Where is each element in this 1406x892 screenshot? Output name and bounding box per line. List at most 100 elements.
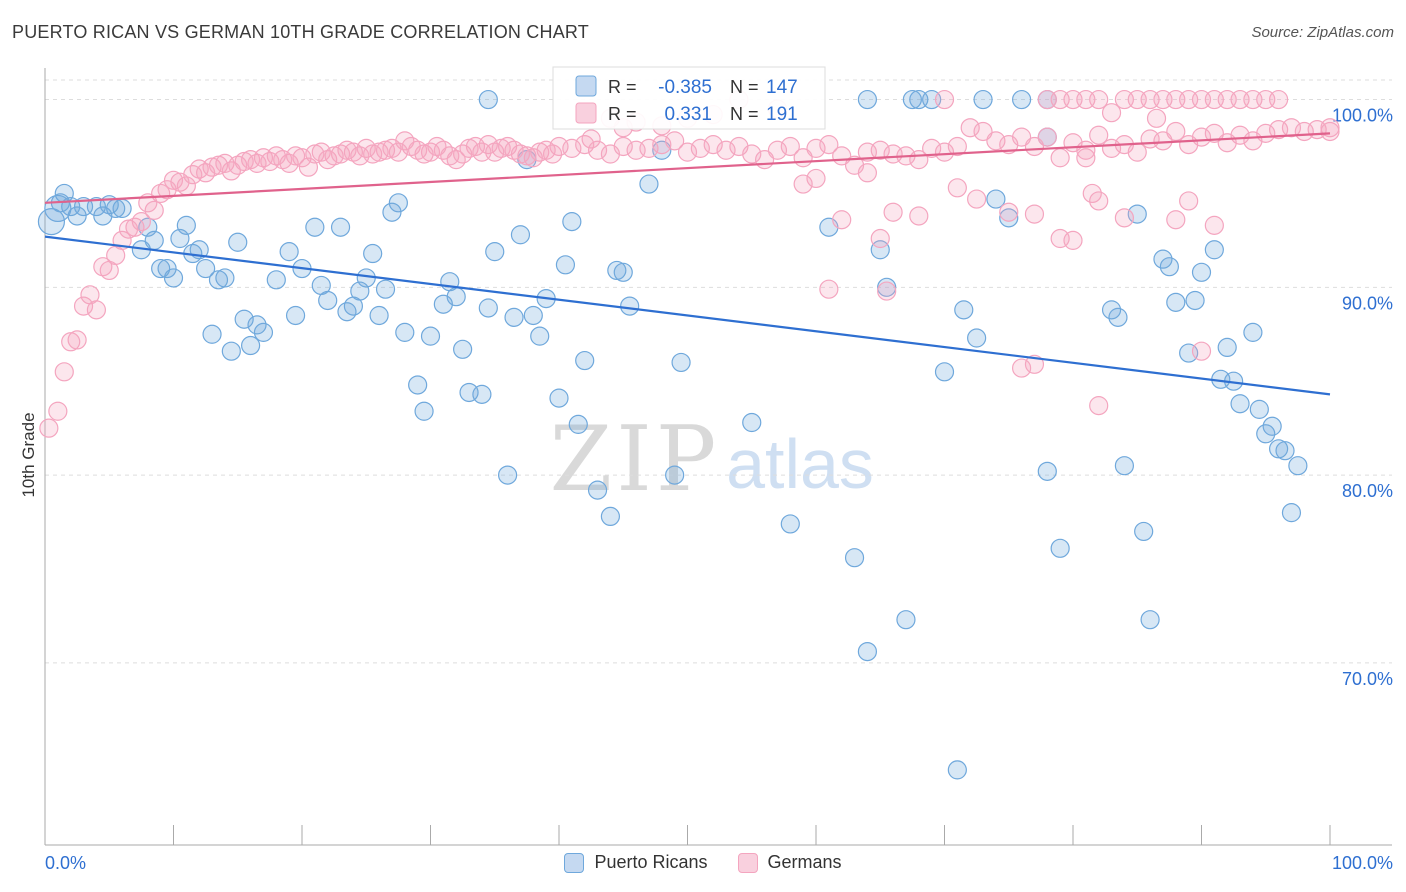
puerto-rican-point	[1243, 322, 1263, 342]
puerto-rican-point	[1166, 292, 1186, 312]
puerto-rican-point	[1249, 399, 1269, 419]
puerto-rican-point	[1037, 461, 1057, 481]
puerto-rican-point	[395, 322, 415, 342]
german-point	[1076, 148, 1096, 168]
puerto-rican-point	[986, 189, 1006, 209]
german-point	[86, 300, 107, 320]
german-point	[986, 131, 1006, 151]
puerto-rican-point	[446, 287, 466, 307]
watermark-atlas: atlas	[726, 425, 874, 503]
german-point	[1082, 183, 1102, 204]
puerto-rican-point	[954, 300, 974, 320]
stats-r-value: -0.385	[658, 77, 712, 98]
german-point	[1166, 210, 1186, 230]
puerto-rican-point	[1140, 610, 1160, 630]
puerto-rican-point	[934, 362, 955, 382]
puerto-rican-point	[562, 212, 582, 232]
german-point	[806, 138, 826, 158]
puerto-rican-point	[742, 412, 762, 433]
puerto-rican-point	[478, 89, 498, 110]
puerto-rican-point	[478, 298, 498, 318]
german-point	[73, 296, 94, 316]
german-point	[1179, 191, 1199, 211]
puerto-rican-point	[414, 401, 434, 421]
puerto-rican-point	[196, 258, 216, 279]
puerto-rican-point	[247, 315, 267, 335]
puerto-rican-point	[1153, 249, 1173, 269]
stats-n-label: N =	[730, 77, 759, 97]
stats-r-value: 0.331	[664, 104, 712, 125]
german-point	[877, 281, 897, 301]
legend-swatch-pink	[737, 852, 758, 873]
german-point	[960, 118, 980, 138]
puerto-rican-point	[253, 322, 274, 342]
puerto-rican-point	[305, 217, 325, 237]
puerto-rican-point	[530, 326, 550, 346]
puerto-rican-point	[157, 258, 177, 279]
german-point	[870, 140, 890, 160]
german-point	[292, 148, 312, 168]
puerto-rican-point	[780, 514, 800, 534]
german-point	[806, 168, 826, 189]
german-point	[581, 129, 601, 149]
puerto-rican-point	[1281, 503, 1302, 523]
puerto-rican-point	[1114, 456, 1135, 476]
stats-n-value: 191	[766, 104, 798, 125]
puerto-rican-point	[549, 388, 569, 408]
german-point	[1204, 215, 1224, 235]
stats-box	[552, 66, 826, 130]
german-point	[1011, 358, 1032, 378]
x-tick-label-max: 100.0%	[1332, 853, 1393, 873]
puerto-rican-point	[151, 258, 171, 279]
german-point	[1037, 127, 1057, 147]
y-tick-label: 90.0%	[1342, 293, 1393, 313]
stats-r-label: R =	[608, 104, 637, 124]
german-point	[819, 135, 839, 155]
puerto-rican-point	[896, 610, 916, 630]
puerto-rican-point	[1050, 538, 1070, 558]
german-point	[947, 178, 967, 198]
german-point	[1063, 230, 1083, 250]
german-point	[48, 401, 68, 421]
german-point	[883, 202, 903, 222]
german-point	[967, 189, 987, 209]
stats-swatch	[575, 75, 597, 97]
puerto-rican-point	[1185, 290, 1205, 311]
german-point	[1089, 396, 1109, 416]
puerto-rican-point	[947, 760, 967, 780]
german-point	[1114, 208, 1135, 228]
german-point	[54, 362, 74, 382]
german-point	[857, 163, 878, 183]
puerto-rican-point	[1217, 337, 1237, 358]
puerto-rican-point	[504, 307, 524, 327]
watermark-zip: ZIP	[550, 407, 721, 512]
legend-swatch-blue	[564, 852, 585, 873]
puerto-rican-point	[639, 174, 659, 194]
legend-label-puerto-ricans: Puerto Ricans	[594, 852, 708, 872]
puerto-rican-point	[37, 208, 66, 236]
german-point	[587, 140, 608, 160]
puerto-rican-point	[510, 225, 531, 245]
puerto-rican-point	[318, 290, 338, 311]
german-point	[1281, 118, 1302, 138]
german-point	[1037, 89, 1057, 110]
puerto-rican-point	[600, 506, 621, 527]
german-point	[652, 135, 672, 155]
puerto-rican-point	[575, 350, 595, 371]
puerto-rican-point	[1275, 441, 1295, 461]
puerto-rican-point	[1108, 307, 1128, 327]
puerto-rican-point	[215, 268, 235, 288]
stats-swatch	[575, 102, 597, 124]
german-point	[780, 136, 800, 157]
german-point	[1204, 123, 1224, 143]
puerto-rican-point	[1262, 416, 1282, 436]
y-tick-label: 80.0%	[1342, 481, 1393, 501]
legend-item-germans[interactable]: Germans	[737, 852, 842, 873]
legend-item-puerto-ricans[interactable]: Puerto Ricans	[564, 852, 708, 873]
puerto-rican-point	[285, 305, 306, 326]
puerto-rican-point	[620, 296, 640, 316]
puerto-rican-point	[1288, 456, 1308, 476]
puerto-rican-point	[523, 305, 543, 326]
german-point	[767, 140, 788, 160]
german-point	[478, 135, 498, 155]
